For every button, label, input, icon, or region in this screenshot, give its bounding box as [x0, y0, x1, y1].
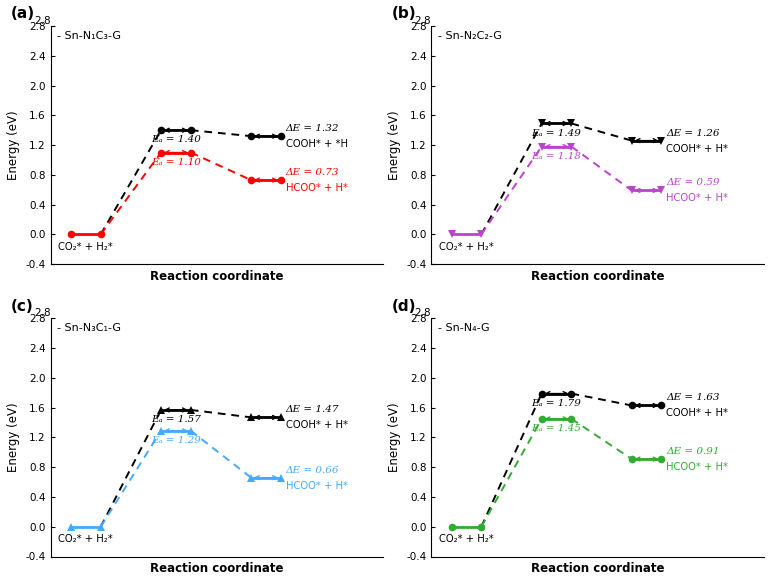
X-axis label: Reaction coordinate: Reaction coordinate	[531, 562, 665, 575]
Y-axis label: Energy (eV): Energy (eV)	[388, 110, 401, 180]
Text: Eₐ = 1.40: Eₐ = 1.40	[151, 136, 200, 144]
Text: ΔE = 0.73: ΔE = 0.73	[285, 168, 339, 177]
Text: ΔE = 1.26: ΔE = 1.26	[666, 129, 719, 137]
Y-axis label: Energy (eV): Energy (eV)	[388, 403, 401, 472]
X-axis label: Reaction coordinate: Reaction coordinate	[150, 562, 284, 575]
Text: Eₐ = 1.49: Eₐ = 1.49	[531, 129, 581, 138]
Text: HCOO* + H*: HCOO* + H*	[285, 481, 348, 491]
Text: - Sn-N₄-G: - Sn-N₄-G	[438, 323, 490, 333]
Text: - Sn-N₁C₃-G: - Sn-N₁C₃-G	[57, 31, 121, 41]
Text: CO₂* + H₂*: CO₂* + H₂*	[439, 534, 494, 544]
Text: HCOO* + H*: HCOO* + H*	[666, 193, 728, 204]
Text: ΔE = 1.32: ΔE = 1.32	[285, 124, 339, 133]
Text: (c): (c)	[11, 299, 33, 314]
Text: HCOO* + H*: HCOO* + H*	[285, 183, 348, 193]
Text: COOH* + *H: COOH* + *H	[285, 139, 348, 149]
Text: COOH* + H*: COOH* + H*	[666, 144, 728, 154]
Text: ΔE = 0.66: ΔE = 0.66	[285, 466, 339, 475]
Text: (d): (d)	[392, 299, 416, 314]
Text: ΔE = 0.59: ΔE = 0.59	[666, 179, 719, 187]
Text: ΔE = 1.63: ΔE = 1.63	[666, 393, 719, 403]
X-axis label: Reaction coordinate: Reaction coordinate	[150, 269, 284, 283]
Text: 2.8: 2.8	[34, 16, 51, 26]
Text: CO₂* + H₂*: CO₂* + H₂*	[59, 242, 113, 252]
Text: COOH* + H*: COOH* + H*	[285, 420, 348, 430]
Text: Eₐ = 1.10: Eₐ = 1.10	[151, 158, 200, 166]
Text: COOH* + H*: COOH* + H*	[666, 409, 728, 418]
Text: Eₐ = 1.79: Eₐ = 1.79	[531, 399, 581, 408]
Text: ΔE = 0.91: ΔE = 0.91	[666, 447, 719, 456]
X-axis label: Reaction coordinate: Reaction coordinate	[531, 269, 665, 283]
Text: 2.8: 2.8	[415, 308, 431, 318]
Text: (b): (b)	[392, 6, 416, 22]
Text: CO₂* + H₂*: CO₂* + H₂*	[439, 242, 494, 252]
Text: - Sn-N₂C₂-G: - Sn-N₂C₂-G	[438, 31, 502, 41]
Text: HCOO* + H*: HCOO* + H*	[666, 462, 728, 472]
Text: Eₐ = 1.57: Eₐ = 1.57	[151, 415, 200, 424]
Y-axis label: Energy (eV): Energy (eV)	[7, 403, 20, 472]
Text: (a): (a)	[11, 6, 35, 22]
Text: 2.8: 2.8	[415, 16, 431, 26]
Y-axis label: Energy (eV): Energy (eV)	[7, 110, 20, 180]
Text: ΔE = 1.47: ΔE = 1.47	[285, 406, 339, 414]
Text: CO₂* + H₂*: CO₂* + H₂*	[59, 534, 113, 544]
Text: 2.8: 2.8	[34, 308, 51, 318]
Text: Eₐ = 1.45: Eₐ = 1.45	[531, 424, 581, 433]
Text: Eₐ = 1.29: Eₐ = 1.29	[151, 436, 200, 445]
Text: Eₐ = 1.18: Eₐ = 1.18	[531, 152, 581, 161]
Text: - Sn-N₃C₁-G: - Sn-N₃C₁-G	[57, 323, 121, 333]
